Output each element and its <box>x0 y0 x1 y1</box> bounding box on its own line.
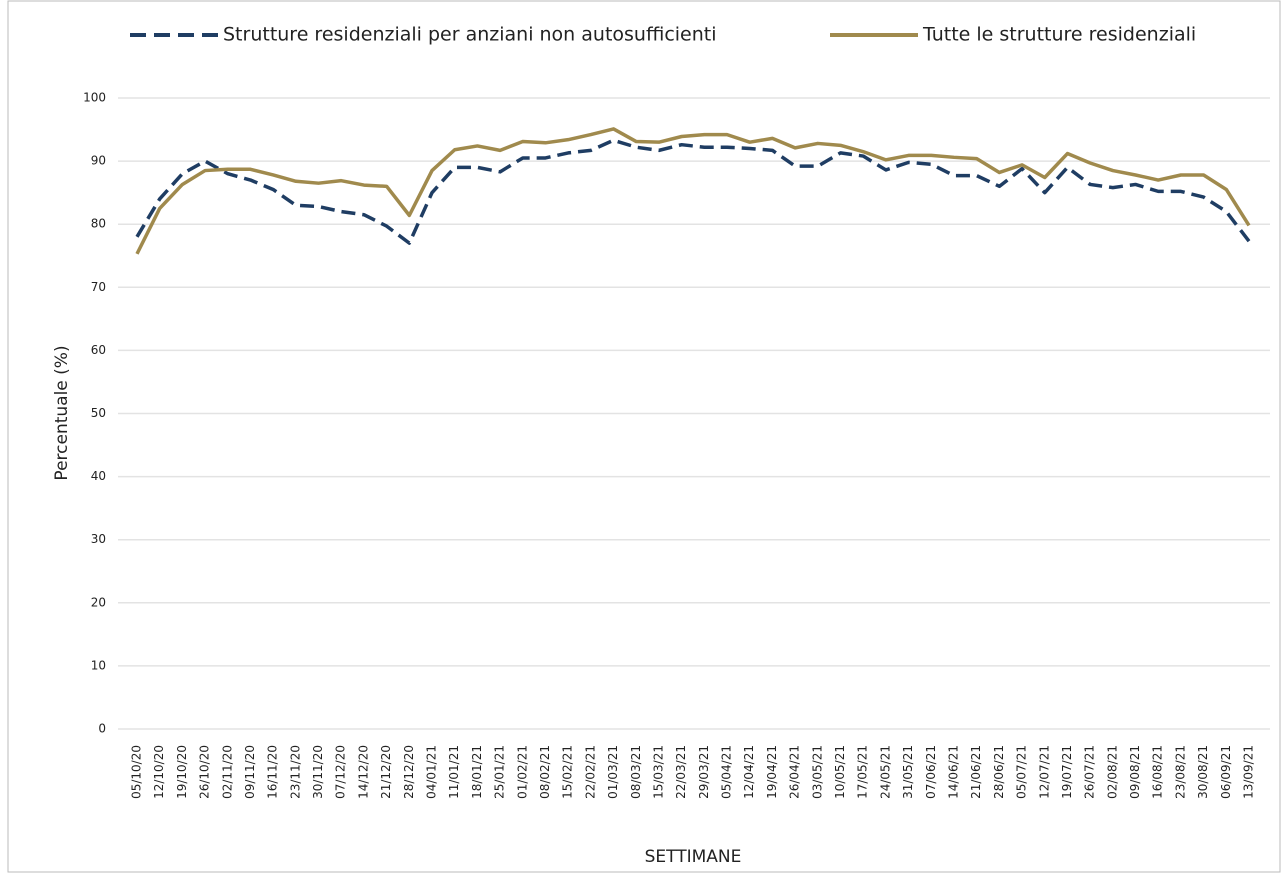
y-tick-label: 50 <box>91 406 106 420</box>
x-tick-label: 19/07/21 <box>1060 745 1074 799</box>
x-tick-label: 12/07/21 <box>1037 745 1051 799</box>
x-tick-label: 05/04/21 <box>720 745 734 799</box>
x-axis-title: SETTIMANE <box>645 847 742 867</box>
y-tick-label: 70 <box>91 280 106 294</box>
x-tick-label: 22/02/21 <box>583 745 597 799</box>
series-line <box>135 127 1251 255</box>
x-tick-label: 31/05/21 <box>901 745 915 799</box>
x-tick-label: 29/03/21 <box>697 745 711 799</box>
x-tick-label: 08/03/21 <box>629 745 643 799</box>
x-tick-label: 21/12/20 <box>379 745 393 799</box>
x-tick-label: 30/08/21 <box>1196 745 1210 799</box>
x-tick-label: 05/10/20 <box>130 745 144 799</box>
x-tick-label: 19/04/21 <box>765 745 779 799</box>
y-tick-label: 30 <box>91 532 106 546</box>
x-tick-label: 16/11/20 <box>266 745 280 799</box>
x-tick-label: 12/04/21 <box>742 745 756 799</box>
x-tick-label: 04/01/21 <box>425 745 439 799</box>
chart-border <box>7 0 1281 873</box>
x-tick-label: 28/12/20 <box>402 745 416 799</box>
x-tick-label: 13/09/21 <box>1242 745 1256 799</box>
x-tick-label: 07/12/20 <box>334 745 348 799</box>
y-tick-label: 0 <box>98 722 106 736</box>
x-tick-label: 19/10/20 <box>175 745 189 799</box>
y-axis-title: Percentuale (%) <box>52 345 72 480</box>
x-tick-label: 11/01/21 <box>447 745 461 799</box>
x-tick-label: 18/01/21 <box>470 745 484 799</box>
x-tick-label: 25/01/21 <box>493 745 507 799</box>
x-tick-label: 15/03/21 <box>651 745 665 799</box>
y-tick-label: 100 <box>83 91 106 105</box>
x-tick-label: 03/05/21 <box>810 745 824 799</box>
y-tick-label: 40 <box>91 469 106 483</box>
x-tick-label: 12/10/20 <box>152 745 166 799</box>
x-tick-label: 22/03/21 <box>674 745 688 799</box>
x-tick-label: 21/06/21 <box>969 745 983 799</box>
x-tick-label: 01/03/21 <box>606 745 620 799</box>
x-tick-label: 26/10/20 <box>198 745 212 799</box>
x-tick-label: 16/08/21 <box>1151 745 1165 799</box>
x-tick-label: 15/02/21 <box>561 745 575 799</box>
x-tick-label: 05/07/21 <box>1015 745 1029 799</box>
legend-label: Strutture residenziali per anziani non a… <box>223 24 717 46</box>
x-tick-label: 09/11/20 <box>243 745 257 799</box>
x-tick-label: 10/05/21 <box>833 745 847 799</box>
x-tick-label: 09/08/21 <box>1128 745 1142 799</box>
y-tick-label: 90 <box>91 154 106 168</box>
y-tick-label: 10 <box>91 658 106 672</box>
x-tick-label: 17/05/21 <box>856 745 870 799</box>
x-tick-label: 14/06/21 <box>946 745 960 799</box>
y-tick-label: 20 <box>91 595 106 609</box>
x-tick-label: 08/02/21 <box>538 745 552 799</box>
x-tick-label: 01/02/21 <box>515 745 529 799</box>
x-tick-label: 23/11/20 <box>288 745 302 799</box>
x-tick-label: 02/08/21 <box>1105 745 1119 799</box>
x-tick-label: 26/07/21 <box>1083 745 1097 799</box>
x-tick-label: 14/12/20 <box>356 745 370 799</box>
y-tick-label: 60 <box>91 343 106 357</box>
x-tick-label: 24/05/21 <box>878 745 892 799</box>
series-line <box>135 138 1251 245</box>
x-tick-label: 26/04/21 <box>788 745 802 799</box>
x-tick-label: 07/06/21 <box>924 745 938 799</box>
x-tick-label: 28/06/21 <box>992 745 1006 799</box>
legend-label: Tutte le strutture residenziali <box>922 24 1196 46</box>
y-tick-label: 80 <box>91 217 106 231</box>
x-tick-label: 02/11/20 <box>220 745 234 799</box>
x-tick-label: 06/09/21 <box>1219 745 1233 799</box>
x-tick-label: 23/08/21 <box>1173 745 1187 799</box>
x-tick-label: 30/11/20 <box>311 745 325 799</box>
